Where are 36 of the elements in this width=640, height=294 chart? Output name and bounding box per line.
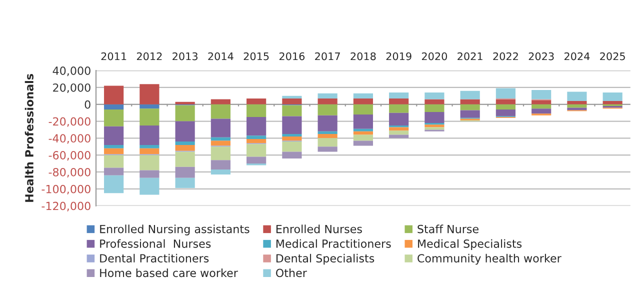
- legend-label: Enrolled Nursing assistants: [100, 224, 250, 236]
- x-tick-label: 2011: [101, 52, 126, 60]
- x-tick-label: 2024: [564, 52, 590, 60]
- legend-label: Medical Specialists: [418, 239, 522, 250]
- legend-label: Dental Practitioners: [100, 254, 209, 263]
- x-tick-label: 2022: [493, 52, 518, 60]
- y-tick-label: -80,000: [48, 168, 90, 178]
- x-tick-label: 2018: [350, 52, 376, 60]
- y-tick-label: -120,000: [42, 202, 90, 212]
- y-tick-label: -100,000: [42, 184, 90, 194]
- legend-label: Staff Nurse: [418, 224, 478, 234]
- legend-label: Home based care worker: [100, 268, 238, 278]
- legend-label: Professional Nurses: [100, 239, 211, 248]
- x-tick-label: 2017: [315, 52, 340, 60]
- y-tick-label: 0: [84, 100, 90, 109]
- x-tick-label: 2012: [136, 52, 162, 60]
- x-tick-label: 2013: [172, 52, 198, 60]
- y-axis-title: Health Professionals: [24, 74, 34, 202]
- x-tick-label: 2016: [279, 52, 305, 60]
- x-tick-label: 2023: [528, 52, 554, 60]
- legend-label: Enrolled Nurses: [276, 224, 362, 234]
- x-tick-label: 2020: [422, 52, 448, 60]
- x-tick-label: 2021: [458, 52, 482, 60]
- x-tick-label: 2014: [208, 52, 234, 60]
- y-tick-label: -20,000: [48, 117, 90, 127]
- y-tick-label: -60,000: [48, 151, 90, 161]
- x-tick-label: 2015: [244, 52, 269, 60]
- x-tick-label: 2025: [600, 52, 625, 60]
- y-tick-label: 40,000: [52, 66, 90, 76]
- legend-label: Dental Specialists: [276, 254, 374, 265]
- x-tick-label: 2019: [386, 52, 412, 60]
- y-tick-label: -40,000: [48, 134, 90, 144]
- legend-label: Medical Practitioners: [276, 239, 391, 248]
- legend-label: Community health worker: [418, 254, 562, 265]
- legend-label: Other: [276, 268, 307, 278]
- y-tick-label: 20,000: [53, 83, 90, 93]
